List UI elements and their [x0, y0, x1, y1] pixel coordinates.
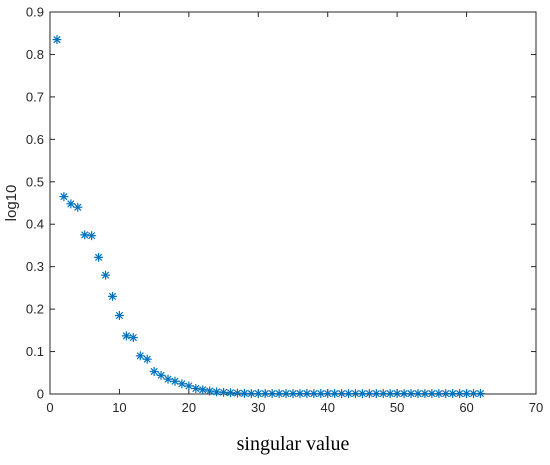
data-point	[191, 383, 201, 393]
data-point	[288, 389, 298, 399]
data-point	[107, 291, 117, 301]
data-point	[73, 202, 83, 212]
y-tick-label: 0.6	[26, 132, 44, 147]
y-tick-label: 0.5	[26, 174, 44, 189]
data-points	[52, 35, 485, 399]
data-point	[399, 389, 409, 399]
x-tick-label: 10	[112, 400, 126, 415]
y-tick-label: 0.4	[26, 217, 44, 232]
data-point	[420, 389, 430, 399]
data-point	[94, 252, 104, 262]
x-axis: 0 10 20 30 40 50 60 70	[46, 12, 543, 415]
data-point	[59, 192, 69, 202]
data-point	[114, 310, 124, 320]
data-point	[66, 199, 76, 209]
data-point	[87, 231, 97, 241]
x-tick-label: 40	[320, 400, 334, 415]
x-tick-label: 70	[529, 400, 543, 415]
data-point	[198, 385, 208, 395]
y-tick-label: 0.7	[26, 89, 44, 104]
y-tick-label: 0.9	[26, 5, 44, 20]
data-point	[170, 376, 180, 386]
x-tick-label: 0	[46, 400, 53, 415]
data-point	[281, 389, 291, 399]
x-tick-label: 50	[390, 400, 404, 415]
data-point	[121, 331, 131, 341]
data-point	[135, 351, 145, 361]
y-tick-label: 0.8	[26, 47, 44, 62]
data-point	[128, 333, 138, 343]
data-point	[226, 388, 236, 398]
data-point	[344, 389, 354, 399]
data-point	[80, 230, 90, 240]
data-point	[475, 389, 485, 399]
data-point	[101, 270, 111, 280]
data-point	[371, 389, 381, 399]
y-tick-label: 0	[37, 387, 44, 402]
data-point	[427, 389, 437, 399]
data-point	[184, 381, 194, 391]
data-point	[156, 370, 166, 380]
data-point	[462, 389, 472, 399]
x-tick-label: 60	[459, 400, 473, 415]
data-point	[52, 35, 62, 45]
y-tick-label: 0.1	[26, 344, 44, 359]
y-tick-label: 0.2	[26, 302, 44, 317]
x-tick-label: 30	[251, 400, 265, 415]
y-tick-label: 0.3	[26, 259, 44, 274]
data-point	[149, 367, 159, 377]
data-point	[142, 354, 152, 364]
data-point	[295, 389, 305, 399]
data-point	[330, 389, 340, 399]
plot-area	[49, 11, 537, 395]
data-point	[441, 389, 451, 399]
data-point	[177, 379, 187, 389]
x-axis-title: singular value	[237, 433, 350, 455]
x-tick-label: 20	[182, 400, 196, 415]
data-point	[163, 374, 173, 384]
y-axis: 0 0.1 0.2 0.3 0.4 0.5 0.6 0.7 0.8 0.9	[26, 5, 536, 402]
data-point	[205, 386, 215, 396]
data-point	[316, 389, 326, 399]
y-axis-title: log10	[3, 185, 20, 222]
